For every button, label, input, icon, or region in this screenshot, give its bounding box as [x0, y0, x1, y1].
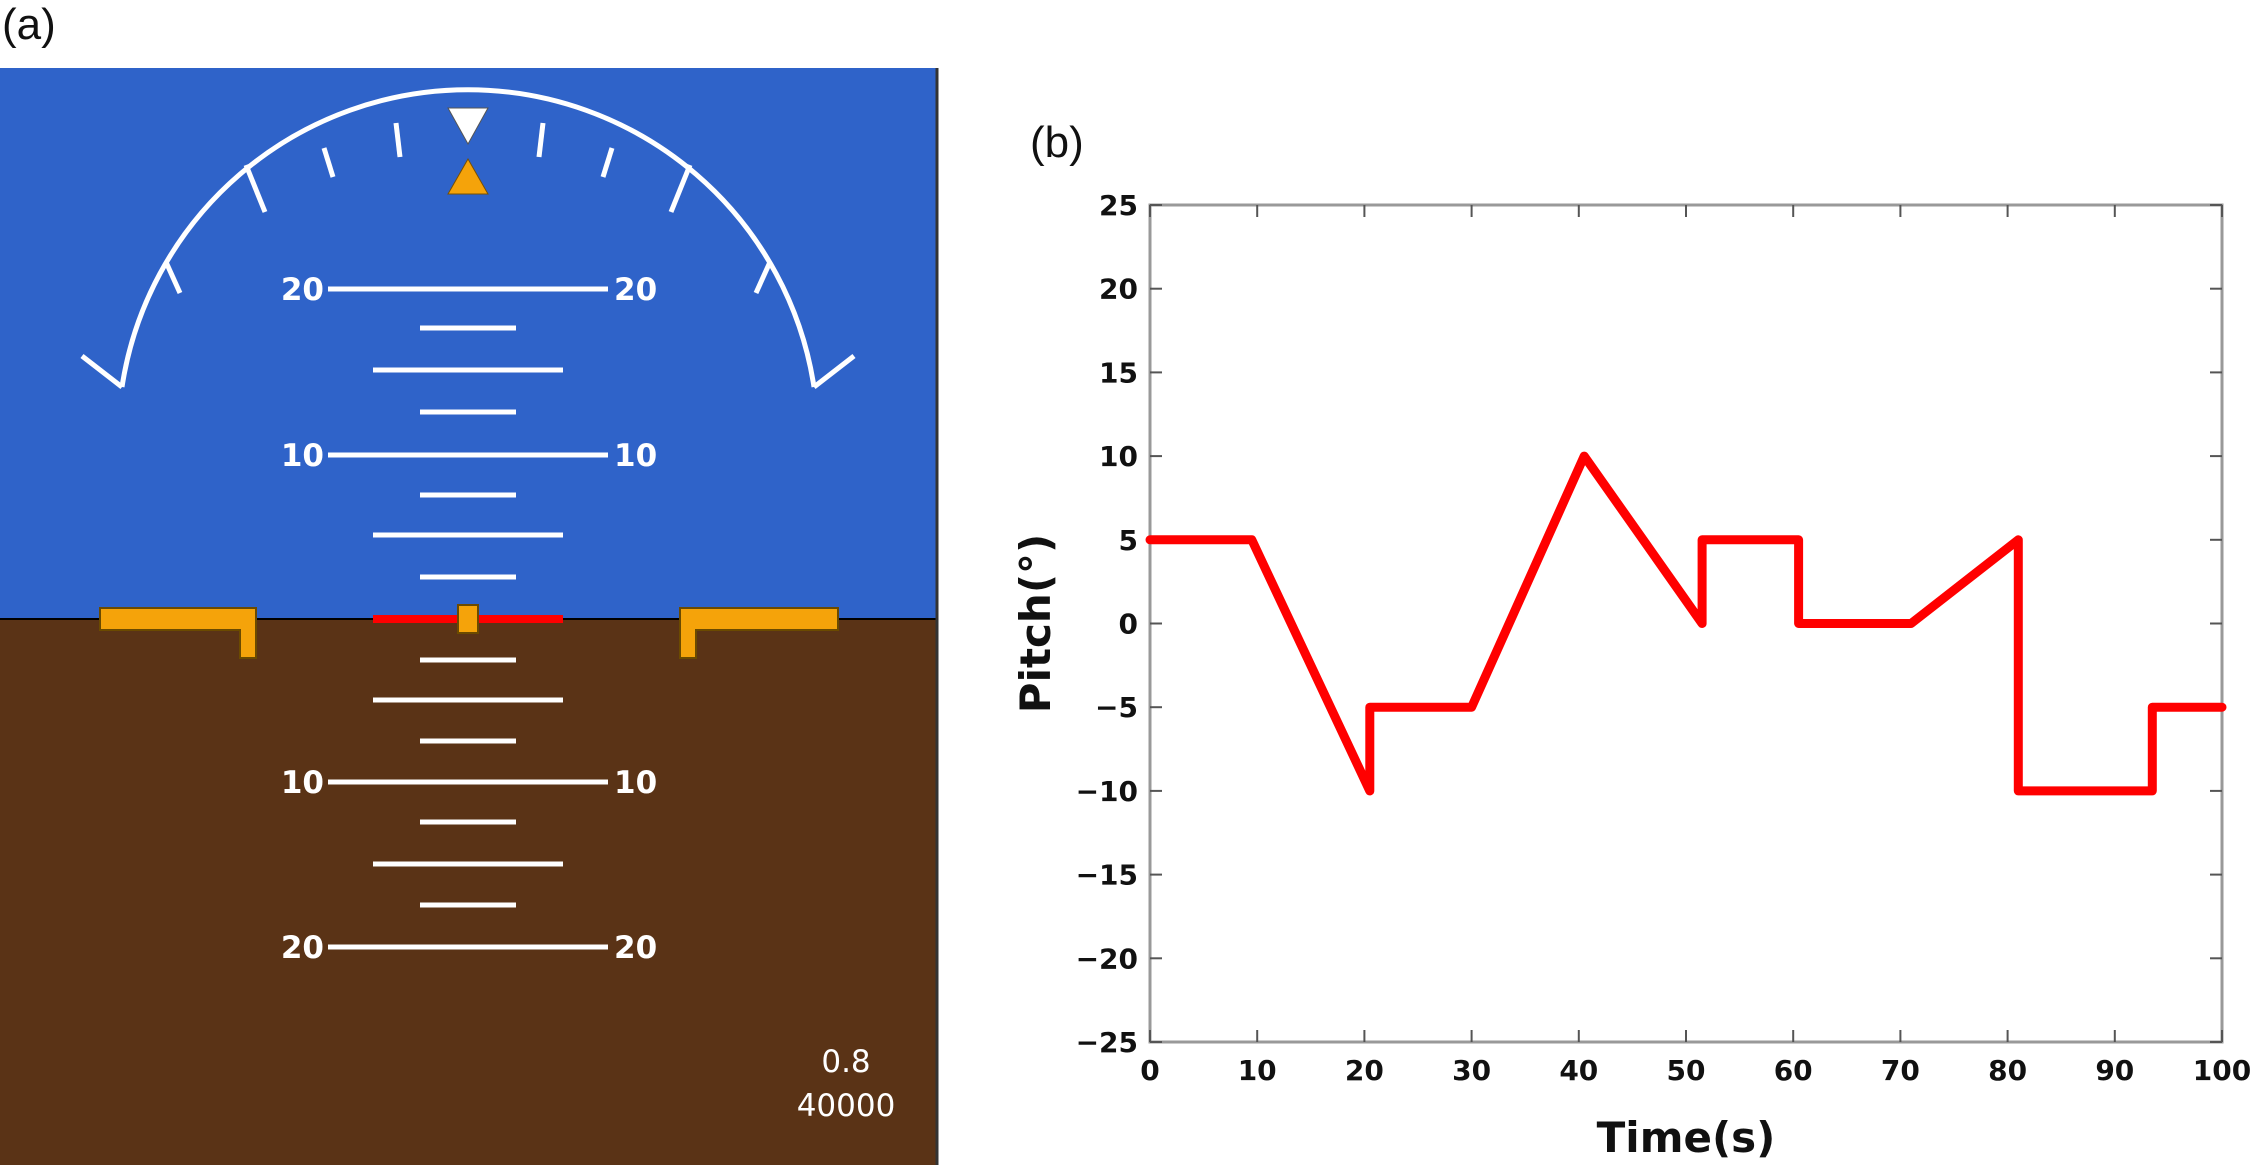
- y-tick-label: 5: [1119, 524, 1138, 557]
- pitch-ladder: 20 20 10 10 10 10 20 20: [281, 272, 657, 966]
- x-axis-label: Time(s): [1597, 1113, 1776, 1162]
- left-wing-symbol-icon: [99, 607, 257, 659]
- y-tick-label: −25: [1076, 1026, 1138, 1059]
- y-tick-label: 20: [1099, 273, 1138, 306]
- y-tick-label: −5: [1095, 691, 1138, 724]
- attitude-indicator: 20 20 10 10 10 10 20 20 0.8 40000: [0, 68, 939, 1165]
- bank-arc: [119, 87, 817, 388]
- pitch-label-up-10-left: 10: [281, 438, 324, 474]
- bank-tick-left-20: [321, 147, 336, 178]
- bank-tick-left-10: [393, 122, 403, 158]
- x-tick-label: 90: [2095, 1054, 2134, 1087]
- x-tick-label: 10: [1238, 1054, 1277, 1087]
- bank-scale: [80, 87, 856, 389]
- right-wing-symbol-icon: [679, 607, 839, 659]
- altitude-readout: 40000: [797, 1088, 896, 1124]
- pitch-label-down-20-left: 20: [281, 930, 324, 966]
- mach-readout: 0.8: [821, 1044, 870, 1080]
- x-tick-label: 30: [1452, 1054, 1491, 1087]
- pitch-label-up-20-right: 20: [614, 272, 657, 308]
- panel-b-label: (b): [1030, 118, 1084, 167]
- aircraft-symbol: [99, 604, 839, 659]
- pitch-label-down-20-right: 20: [614, 930, 657, 966]
- x-tick-label: 40: [1559, 1054, 1598, 1087]
- pitch-label-down-10-left: 10: [281, 765, 324, 801]
- y-tick-label: −20: [1076, 942, 1138, 975]
- x-tick-label: 100: [2193, 1054, 2250, 1087]
- pitch-label-up-20-left: 20: [281, 272, 324, 308]
- x-tick-label: 20: [1345, 1054, 1384, 1087]
- panel-a-label: (a): [2, 0, 56, 49]
- ground-background: [0, 619, 937, 1165]
- bank-tick-right-10: [536, 122, 546, 158]
- series-layer: [1145, 451, 2227, 796]
- x-tick-label: 70: [1881, 1054, 1920, 1087]
- y-tick-label: 0: [1119, 608, 1138, 641]
- x-axis: 0 10 20 30 40 50 60 70 80 90 100: [1140, 205, 2250, 1087]
- bank-tick-right-45: [753, 260, 773, 295]
- y-tick-label: 15: [1099, 356, 1138, 389]
- y-tick-label: 25: [1099, 189, 1138, 222]
- attitude-indicator-panel: (a): [0, 0, 940, 1165]
- bank-pointer-icon: [447, 157, 489, 195]
- bank-tick-right-60: [812, 354, 856, 389]
- y-tick-label: 10: [1099, 440, 1138, 473]
- bank-tick-left-60: [80, 354, 124, 389]
- pitch-label-down-10-right: 10: [614, 765, 657, 801]
- pitch-label-up-10-right: 10: [614, 438, 657, 474]
- bank-zero-triangle-icon: [447, 107, 489, 146]
- x-tick-label: 80: [1988, 1054, 2027, 1087]
- x-tick-label: 60: [1774, 1054, 1813, 1087]
- y-tick-label: −10: [1076, 775, 1138, 808]
- bank-tick-left-45: [163, 260, 183, 295]
- y-axis-label: Pitch(°): [1011, 534, 1060, 713]
- y-tick-label: −15: [1076, 859, 1138, 892]
- bank-tick-right-20: [600, 147, 615, 178]
- center-dot-icon: [457, 604, 479, 634]
- bank-tick-right-30: [668, 164, 693, 213]
- pitch-series-line: [1145, 451, 2227, 796]
- y-axis: 25 20 15 10 5 0 −5 −10 −15 −20 −25: [1076, 189, 2222, 1059]
- bank-tick-left-30: [243, 164, 268, 213]
- plot-area: [1148, 203, 2224, 1044]
- pitch-chart-panel: (b) 25 20 15 10 5 0 −5 −10 −15 −20 −25 0 10 20 30 40 50…: [1000, 100, 2250, 1165]
- x-tick-label: 0: [1140, 1054, 1159, 1087]
- x-tick-label: 50: [1667, 1054, 1706, 1087]
